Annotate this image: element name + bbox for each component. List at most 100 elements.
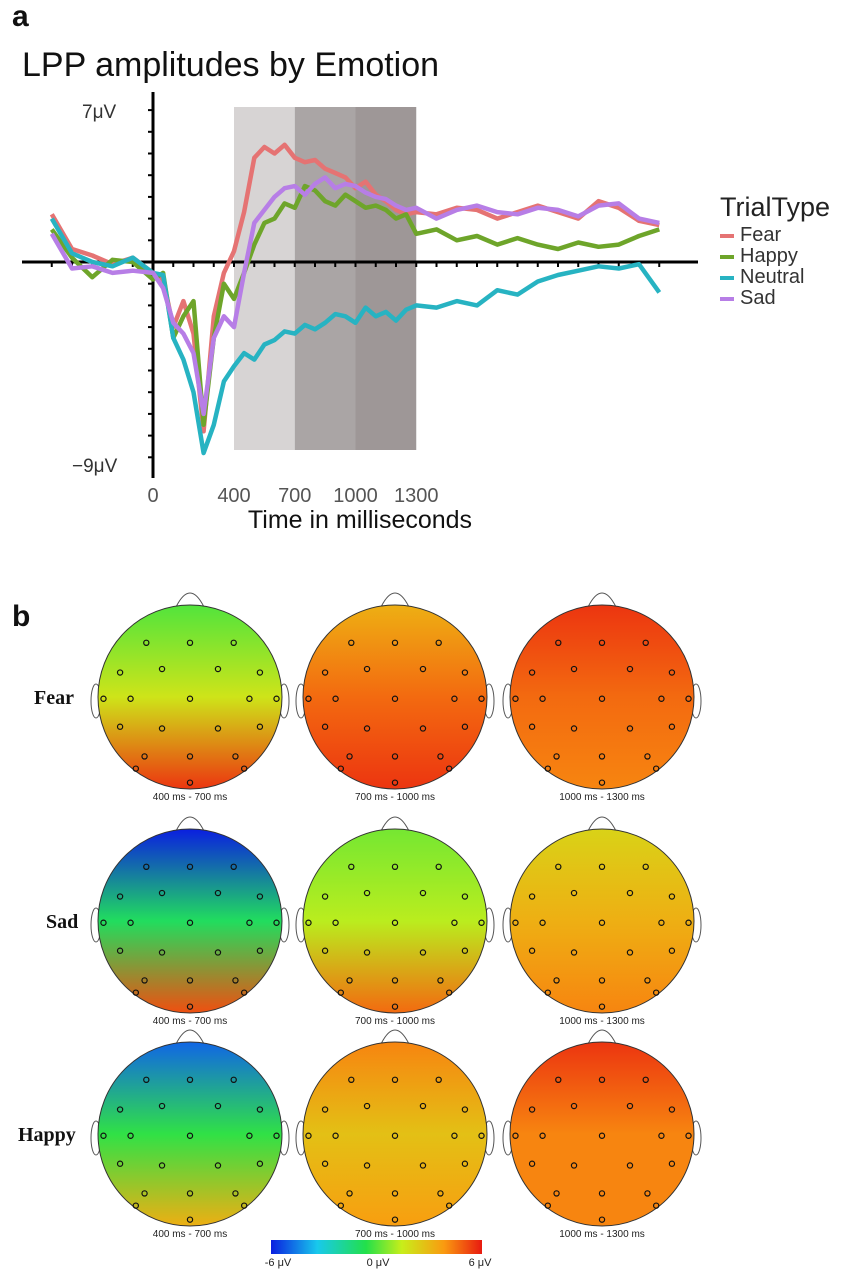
- electrode: [232, 1190, 239, 1197]
- electrode: [305, 1132, 312, 1139]
- electrode: [348, 639, 355, 647]
- window-caption: 700 ms - 1000 ms: [354, 1016, 436, 1027]
- electrode: [668, 893, 676, 900]
- electrode: [419, 889, 427, 897]
- legend-item-sad: Sad: [720, 287, 830, 309]
- scalp-map: [302, 604, 488, 790]
- electrode: [626, 1162, 634, 1169]
- electrode: [186, 1132, 194, 1139]
- window-caption: 400 ms - 700 ms: [152, 1016, 228, 1027]
- electrode: [363, 725, 371, 732]
- electrode: [363, 1162, 371, 1169]
- electrode: [256, 669, 264, 676]
- electrode: [626, 725, 634, 732]
- electrode: [555, 639, 562, 647]
- electrode: [186, 695, 194, 702]
- shaded-window-2: [355, 107, 417, 450]
- electrode: [214, 665, 222, 673]
- electrode: [626, 889, 634, 897]
- electrode: [363, 949, 371, 956]
- electrode: [246, 1132, 253, 1139]
- electrode: [273, 919, 280, 926]
- electrode: [570, 889, 578, 897]
- electrode: [652, 1202, 660, 1209]
- electrode: [321, 669, 329, 676]
- series-line-neutral: [49, 217, 662, 456]
- electrode: [668, 1160, 676, 1167]
- x-tick-label-3: 1000: [333, 485, 378, 507]
- electrode: [419, 665, 427, 673]
- y-tick-label-min: −9μV: [72, 456, 118, 477]
- window-caption: 1000 ms - 1300 ms: [559, 1229, 645, 1240]
- electrode: [256, 1160, 264, 1167]
- electrode: [451, 919, 458, 926]
- electrode: [214, 889, 222, 897]
- electrode: [141, 753, 148, 760]
- electrode: [512, 919, 519, 926]
- electrode: [116, 669, 124, 676]
- electrode: [451, 695, 458, 702]
- electrode: [461, 669, 469, 676]
- electrode: [246, 695, 253, 702]
- electrode: [391, 1132, 399, 1139]
- electrode: [337, 765, 345, 772]
- electrode: [570, 665, 578, 673]
- electrode: [321, 1106, 329, 1113]
- electrode: [598, 695, 606, 702]
- electrode: [100, 1132, 107, 1139]
- legend-item-neutral: Neutral: [720, 266, 830, 288]
- electrode: [127, 1132, 134, 1139]
- electrode: [214, 725, 222, 732]
- electrode: [478, 919, 485, 926]
- legend-swatch: [720, 233, 734, 238]
- colorbar-tick-zero: 0 μV: [366, 1257, 390, 1269]
- electrode: [321, 723, 329, 730]
- electrode: [232, 977, 239, 984]
- row-label-fear: Fear: [34, 687, 74, 709]
- electrode: [626, 949, 634, 956]
- electrode: [435, 863, 442, 871]
- legend-label: Fear: [740, 224, 782, 246]
- y-tick-label-max: 7μV: [82, 102, 117, 123]
- electrode: [598, 919, 606, 926]
- panel-b-label: b: [12, 600, 31, 633]
- electrode: [246, 919, 253, 926]
- nose-icon: [175, 816, 205, 832]
- electrode: [337, 1202, 345, 1209]
- electrode: [445, 765, 453, 772]
- electrode: [141, 977, 148, 984]
- electrode: [642, 1076, 649, 1084]
- nose-icon: [380, 1029, 410, 1045]
- electrode: [626, 665, 634, 673]
- electrode: [391, 863, 399, 871]
- electrode: [598, 1216, 606, 1223]
- electrode: [346, 753, 353, 760]
- electrode: [461, 893, 469, 900]
- electrode: [348, 1076, 355, 1084]
- x-tick-label-2: 700: [278, 485, 311, 507]
- electrode: [668, 723, 676, 730]
- electrode: [143, 1076, 150, 1084]
- electrode: [214, 1102, 222, 1110]
- electrode: [642, 639, 649, 647]
- electrode: [305, 695, 312, 702]
- electrode: [346, 977, 353, 984]
- row-label-happy: Happy: [18, 1124, 76, 1146]
- electrode: [158, 889, 166, 897]
- electrode: [445, 1202, 453, 1209]
- x-axis-label: Time in milliseconds: [248, 506, 472, 534]
- nose-icon: [587, 592, 617, 608]
- window-caption: 1000 ms - 1300 ms: [559, 1016, 645, 1027]
- electrode: [158, 1102, 166, 1110]
- electrode: [332, 695, 339, 702]
- legend-swatch: [720, 296, 734, 301]
- scalp-map: [302, 1041, 488, 1227]
- electrode: [528, 1160, 536, 1167]
- electrode: [570, 1102, 578, 1110]
- electrode: [132, 1202, 140, 1209]
- electrode: [232, 753, 239, 760]
- electrode: [528, 947, 536, 954]
- electrode: [461, 1160, 469, 1167]
- electrode: [555, 1076, 562, 1084]
- electrode: [143, 639, 150, 647]
